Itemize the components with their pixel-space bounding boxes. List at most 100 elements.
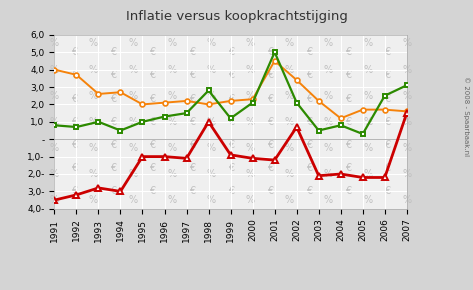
Text: %: % [128,169,137,179]
Text: %: % [245,195,255,205]
Text: %: % [167,39,176,48]
Text: €: € [267,140,273,150]
Text: %: % [206,169,216,179]
Text: €: € [267,117,273,127]
Text: €: € [345,47,351,57]
Text: %: % [206,195,216,205]
Text: %: % [324,39,333,48]
Text: %: % [206,91,216,101]
Text: €: € [110,70,116,80]
Text: €: € [306,47,312,57]
Text: %: % [206,117,216,127]
Text: %: % [285,39,294,48]
Text: %: % [402,39,412,48]
Text: €: € [110,163,116,173]
Text: €: € [110,47,116,57]
Text: %: % [167,65,176,75]
Text: %: % [167,169,176,179]
Text: €: € [267,47,273,57]
Text: €: € [385,163,391,173]
Text: %: % [89,195,98,205]
Text: %: % [245,117,255,127]
Text: €: € [267,94,273,104]
Text: €: € [385,94,391,104]
Text: %: % [50,65,59,75]
Text: %: % [363,91,372,101]
Text: %: % [128,143,137,153]
Text: €: € [228,94,234,104]
Text: %: % [402,117,412,127]
Text: %: % [324,169,333,179]
Text: %: % [285,195,294,205]
Text: %: % [245,169,255,179]
Text: €: € [345,94,351,104]
Text: €: € [228,140,234,150]
Text: €: € [110,186,116,196]
Text: %: % [206,39,216,48]
Text: %: % [128,39,137,48]
Text: %: % [402,91,412,101]
Text: %: % [128,65,137,75]
Text: €: € [149,117,156,127]
Text: %: % [50,117,59,127]
Text: %: % [89,143,98,153]
Text: €: € [267,163,273,173]
Text: €: € [345,70,351,80]
Text: €: € [71,47,77,57]
Text: © 2008 - Spaarbaak.nl: © 2008 - Spaarbaak.nl [463,76,469,156]
Text: €: € [385,47,391,57]
Text: €: € [71,186,77,196]
Text: €: € [71,140,77,150]
Text: €: € [71,163,77,173]
Text: €: € [306,140,312,150]
Text: €: € [306,117,312,127]
Text: %: % [128,117,137,127]
Text: %: % [324,195,333,205]
Text: €: € [149,70,156,80]
Text: %: % [89,117,98,127]
Text: €: € [228,117,234,127]
Text: %: % [285,169,294,179]
Text: €: € [71,117,77,127]
Text: %: % [206,143,216,153]
Text: €: € [345,140,351,150]
Text: €: € [267,70,273,80]
Text: €: € [189,94,195,104]
Text: €: € [345,186,351,196]
Text: €: € [345,163,351,173]
Text: Inflatie versus koopkrachtstijging: Inflatie versus koopkrachtstijging [125,10,348,23]
Text: %: % [285,117,294,127]
Text: %: % [89,91,98,101]
Text: €: € [228,186,234,196]
Text: €: € [385,186,391,196]
Text: %: % [206,65,216,75]
Text: €: € [149,186,156,196]
Text: %: % [128,195,137,205]
Text: €: € [189,140,195,150]
Text: %: % [167,91,176,101]
Text: €: € [110,140,116,150]
Text: €: € [71,94,77,104]
Text: %: % [50,91,59,101]
Text: %: % [50,143,59,153]
Text: €: € [306,94,312,104]
Text: %: % [50,195,59,205]
Text: €: € [189,47,195,57]
Text: €: € [306,163,312,173]
Text: %: % [245,91,255,101]
Text: %: % [363,39,372,48]
Text: €: € [228,47,234,57]
Text: €: € [228,70,234,80]
Text: %: % [245,143,255,153]
Text: €: € [385,117,391,127]
Text: %: % [167,117,176,127]
Text: %: % [363,65,372,75]
Text: %: % [245,65,255,75]
Text: %: % [245,39,255,48]
Text: €: € [149,94,156,104]
Text: €: € [306,70,312,80]
Text: %: % [402,143,412,153]
Text: €: € [189,186,195,196]
Text: %: % [167,143,176,153]
Text: %: % [363,143,372,153]
